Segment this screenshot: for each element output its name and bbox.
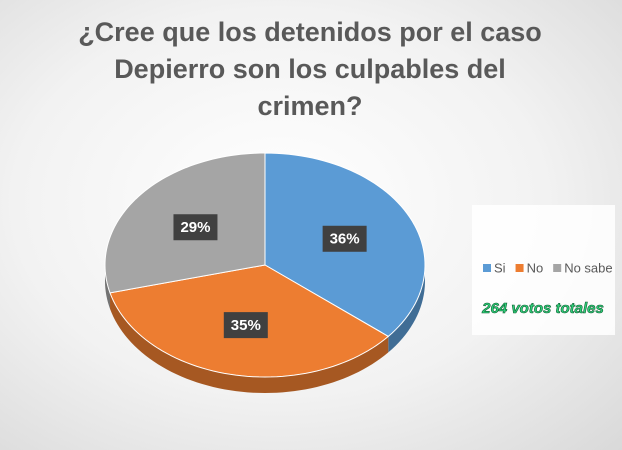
legend-label: No sabe <box>564 260 612 275</box>
label-box <box>173 214 218 241</box>
annotation: 264 votos totales <box>481 300 604 317</box>
legend-swatch <box>553 264 562 272</box>
chart-title: ¿Cree que los detenidos por el caso Depi… <box>78 17 542 121</box>
data-label: 29% <box>180 219 210 236</box>
legend-swatch <box>483 264 491 272</box>
legend-panel <box>472 205 615 335</box>
slice-side <box>110 292 389 393</box>
data-label: 36% <box>330 231 360 248</box>
legend-swatch <box>515 264 524 272</box>
label-box <box>322 225 367 252</box>
legend-label: Si <box>494 260 506 275</box>
data-label: 35% <box>231 317 261 334</box>
label-box <box>223 312 268 339</box>
legend-label: No <box>527 260 544 275</box>
